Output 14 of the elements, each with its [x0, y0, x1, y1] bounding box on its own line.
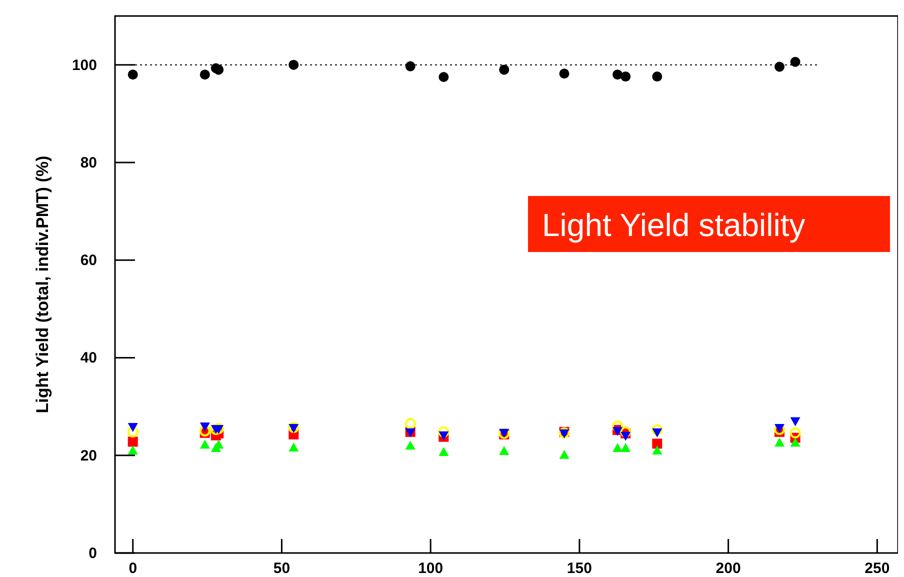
y-tick-label: 80 [80, 154, 97, 172]
y-tick-label: 40 [80, 350, 97, 367]
y-axis-title: Light Yield (total, indiv.PMT) (%) [33, 156, 52, 414]
y-tick-label: 100 [72, 56, 97, 74]
x-tick-label: 200 [716, 560, 741, 577]
x-tick-label: 150 [566, 560, 592, 577]
annotation: Light Yield stability [542, 207, 806, 243]
x-tick-label: 100 [418, 560, 444, 577]
y-tick-label: 20 [80, 447, 97, 464]
x-tick-label: 250 [864, 560, 890, 577]
y-tick-label: 0 [88, 545, 97, 562]
y-tick-label: 60 [80, 252, 97, 270]
x-tick-label: 50 [273, 560, 290, 577]
x-tick-label: 0 [128, 560, 138, 577]
